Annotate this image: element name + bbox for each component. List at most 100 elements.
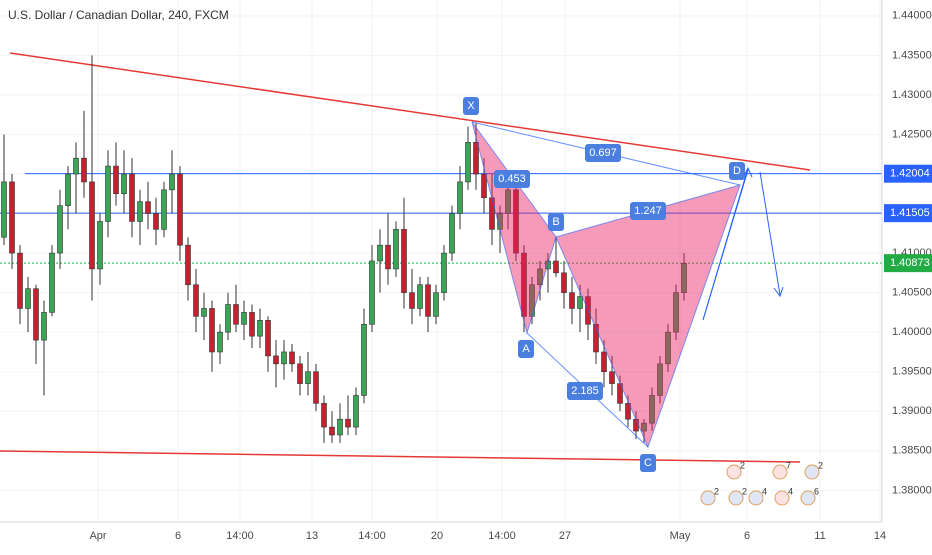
candle-body (201, 308, 207, 317)
candle-body (361, 323, 367, 396)
candle-body (465, 142, 471, 183)
y-tick-label: 1.44000 (892, 10, 932, 22)
candle-body (577, 296, 583, 309)
event-icon (804, 464, 820, 480)
candle-body (513, 189, 519, 254)
pattern-tag (585, 144, 621, 162)
candle-body (681, 263, 687, 293)
candle-body (89, 181, 95, 270)
axes: 1.38000 1.38500 1.39000 1.39500 1.40000 1.405… (89, 10, 932, 542)
candle-body (561, 272, 567, 293)
candle-body (369, 260, 375, 325)
candle-body (257, 320, 263, 337)
event-count: 7 (786, 460, 791, 470)
trendline (0, 450, 801, 463)
y-tick-label: 1.43000 (892, 89, 932, 101)
x-tick-label: May (670, 530, 691, 542)
y-tick-label: 1.40500 (892, 287, 932, 299)
candle-body (345, 418, 351, 428)
pattern-tag-label: B (552, 216, 559, 228)
pattern-tag (463, 97, 479, 115)
event-icon (728, 490, 744, 506)
candle-body (65, 173, 71, 206)
event-count: 4 (788, 486, 793, 496)
candle-body (193, 284, 199, 317)
event-count: 4 (762, 486, 767, 496)
candle-body (353, 395, 359, 428)
event-count: 2 (740, 460, 745, 470)
candle-body (329, 426, 335, 436)
y-tick-label: 1.42500 (892, 128, 932, 140)
candle-body (25, 288, 31, 309)
candle-body (289, 351, 295, 365)
y-tick-label: 1.38000 (892, 484, 932, 496)
candle-body (641, 422, 647, 432)
price-tag (884, 164, 932, 183)
candle-body (473, 142, 479, 175)
price-tag (884, 254, 932, 273)
pattern-tag (518, 340, 534, 358)
candle-body (505, 189, 511, 214)
candle-body (521, 252, 527, 317)
candle-body (57, 205, 63, 254)
candle-body (49, 252, 55, 313)
candle-body (129, 173, 135, 222)
pattern-tag-label: 2.185 (571, 385, 599, 397)
pattern-tag-label: 0.453 (498, 173, 526, 185)
candle-body (137, 201, 143, 222)
candle-body (385, 244, 391, 270)
candle-body (17, 252, 23, 309)
candle-body (649, 395, 655, 424)
price-tag-label: 1.41505 (890, 207, 930, 219)
event-count: 2 (742, 486, 747, 496)
candle-body (601, 351, 607, 373)
x-tick-label: 11 (814, 530, 825, 542)
candle-body (121, 173, 127, 195)
price-tag (884, 204, 932, 223)
candle-body (241, 312, 247, 325)
grid (0, 0, 882, 522)
candle-body (377, 244, 383, 262)
pattern-tag (567, 382, 603, 400)
pattern-tag-label: D (733, 165, 741, 177)
candle-body (161, 189, 167, 230)
candle-body (273, 355, 279, 365)
candle-body (217, 331, 223, 353)
candle-body (425, 284, 431, 317)
pattern-tag (640, 454, 656, 472)
candle-body (41, 312, 47, 341)
price-tag-label: 1.40873 (890, 257, 930, 269)
candle-body (209, 308, 215, 353)
event-icon (700, 490, 716, 506)
pattern-tag (729, 162, 745, 180)
price-tag-label: 1.42004 (890, 168, 930, 180)
candle-body (673, 292, 679, 333)
pattern-tag-label: X (467, 100, 475, 112)
y-tick-label: 1.38500 (892, 445, 932, 457)
candle-body (553, 260, 559, 274)
pattern-tag-label: C (644, 457, 652, 469)
candle-body (169, 173, 175, 191)
candle-body (185, 244, 191, 286)
trendline (9, 52, 811, 171)
y-tick-label: 1.43500 (892, 49, 932, 61)
pattern-tag (494, 170, 530, 188)
event-icon (726, 464, 742, 480)
candle-body (145, 201, 151, 214)
candle-body (281, 351, 287, 365)
candle-body (305, 371, 311, 384)
candle-body (417, 284, 423, 309)
candle-body (537, 268, 543, 286)
candle-body (625, 403, 631, 420)
candle-body (593, 323, 599, 353)
pattern-tag (548, 213, 564, 231)
x-tick-label: 14 (874, 530, 886, 542)
x-tick-label: 14:00 (226, 530, 254, 542)
candle-body (609, 371, 615, 384)
candle-body (33, 288, 39, 341)
event-icon (748, 490, 764, 506)
pattern-tag-label: 0.697 (589, 147, 617, 159)
event-icon (772, 464, 788, 480)
